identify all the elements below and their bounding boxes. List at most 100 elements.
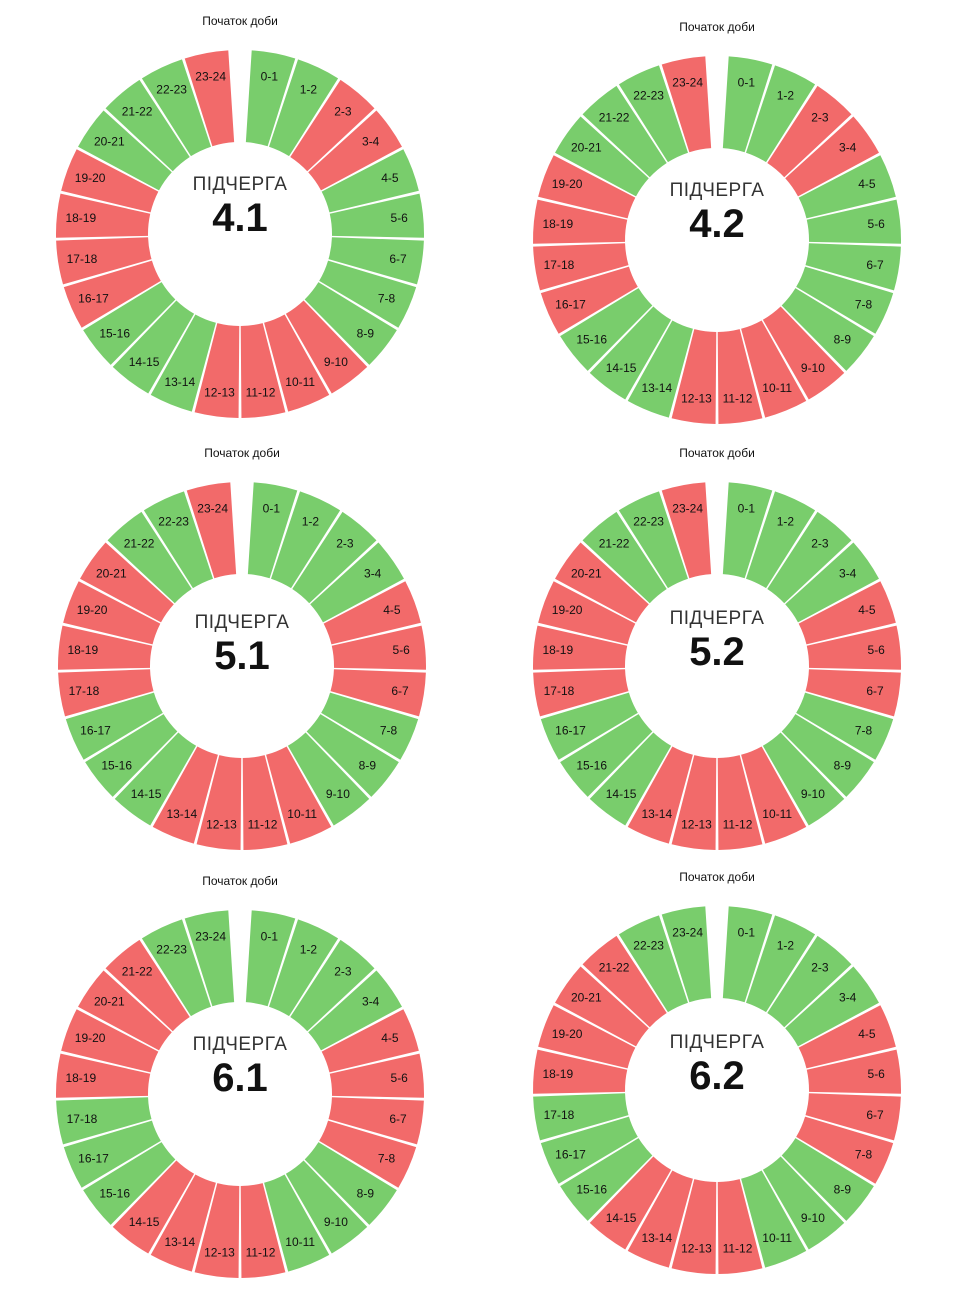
wheel-4-2: Початок доби 0-1 1-2 2-3 3-4 4-5 5-6 6-7 7-8 8-9… [517, 20, 917, 440]
group-label: ПІДЧЕРГА [669, 180, 765, 201]
hour-segment-13-14 [150, 314, 216, 412]
hour-label: 4-5 [858, 603, 876, 617]
hour-segment-14-15 [112, 300, 195, 394]
hour-segment-22-23 [143, 491, 213, 589]
hour-label: 19-20 [552, 177, 583, 191]
hour-segment-10-11 [264, 314, 330, 412]
hour-segment-15-16 [85, 714, 178, 797]
hour-segment-23-24 [661, 482, 712, 579]
hour-label: 13-14 [641, 381, 672, 395]
hour-label: 18-19 [65, 211, 96, 225]
hour-segment-4-5 [321, 1009, 419, 1073]
hour-label: 19-20 [552, 603, 583, 617]
wheel-4-1: Початок доби 0-1 1-2 2-3 3-4 4-5 5-6 6-7 7-8 8-9… [40, 14, 440, 434]
hour-label: 7-8 [378, 291, 396, 305]
hour-segment-10-11 [266, 746, 332, 844]
hour-label: 10-11 [762, 1231, 792, 1245]
hour-label: 13-14 [164, 375, 195, 389]
hour-label: 23-24 [195, 70, 226, 84]
hour-segment-14-15 [589, 1156, 672, 1250]
hour-label: 17-18 [544, 258, 575, 272]
hour-segment-15-16 [560, 1138, 653, 1221]
hour-segment-11-12 [242, 755, 288, 850]
hour-label: 14-15 [129, 355, 160, 369]
hour-segment-1-2 [746, 65, 816, 163]
hour-label: 14-15 [606, 361, 637, 375]
hour-label: 10-11 [285, 1235, 315, 1249]
hour-label: 3-4 [839, 567, 857, 581]
hour-label: 13-14 [166, 807, 197, 821]
hour-label: 8-9 [834, 758, 852, 772]
hour-label: 21-22 [124, 536, 155, 550]
hour-label: 23-24 [195, 930, 226, 944]
hour-segment-18-19 [533, 199, 628, 244]
hour-label: 0-1 [263, 502, 281, 516]
hour-segment-3-4 [308, 110, 402, 191]
hour-segment-21-22 [107, 511, 192, 604]
hour-segment-19-20 [538, 155, 636, 219]
hour-label: 21-22 [122, 964, 153, 978]
hour-label: 3-4 [839, 991, 857, 1005]
hour-label: 22-23 [156, 942, 187, 956]
hour-segment-8-9 [781, 288, 874, 371]
hour-segment-3-4 [310, 542, 404, 623]
wheel-6-1: Початок доби 0-1 1-2 2-3 3-4 4-5 5-6 6-7 7-8 8-9… [40, 874, 440, 1294]
hour-label: 13-14 [641, 1231, 672, 1245]
hour-segment-3-4 [308, 970, 402, 1051]
hour-segment-5-6 [329, 1053, 424, 1098]
hour-segment-18-19 [533, 625, 628, 670]
hour-segment-1-2 [746, 491, 816, 589]
hour-segment-8-9 [304, 1142, 397, 1225]
hour-segment-11-12 [717, 329, 763, 424]
hour-segment-17-18 [533, 243, 629, 291]
hour-label: 1-2 [777, 88, 795, 102]
hour-label: 3-4 [362, 995, 380, 1009]
hour-segment-1-2 [269, 919, 339, 1017]
hour-segment-20-21 [555, 116, 649, 197]
hour-segment-7-8 [319, 260, 417, 328]
group-label: ПІДЧЕРГА [194, 612, 290, 633]
hour-label: 3-4 [839, 141, 857, 155]
hour-label: 1-2 [777, 514, 795, 528]
hour-label: 8-9 [834, 332, 852, 346]
hour-label: 9-10 [801, 361, 825, 375]
hour-label: 4-5 [381, 171, 399, 185]
hour-label: 21-22 [599, 960, 630, 974]
hour-segment-12-13 [196, 755, 242, 850]
hour-segment-15-16 [83, 1142, 176, 1225]
group-label: ПІДЧЕРГА [669, 1032, 765, 1053]
hour-label: 0-1 [738, 926, 756, 940]
hour-segment-9-10 [285, 1160, 368, 1254]
hour-segment-12-13 [194, 1183, 240, 1278]
hour-label: 6-7 [866, 1108, 884, 1122]
hour-segment-7-8 [319, 1120, 417, 1188]
hour-segment-16-17 [63, 1120, 161, 1188]
hour-label: 5-6 [391, 1071, 409, 1085]
hour-label: 1-2 [777, 938, 795, 952]
hour-segment-16-17 [65, 692, 163, 760]
hour-segment-9-10 [762, 732, 845, 826]
day-start-label: Початок доби [679, 870, 755, 884]
hour-label: 2-3 [811, 536, 829, 550]
hour-label: 18-19 [542, 643, 573, 657]
hour-segment-16-17 [540, 1116, 638, 1184]
hour-segment-18-19 [58, 625, 153, 670]
hour-label: 4-5 [858, 1027, 876, 1041]
hour-ring: 0-1 1-2 2-3 3-4 4-5 5-6 6-7 7-8 8-9 9-10 10-11 11-1… [58, 482, 426, 850]
hour-ring: 0-1 1-2 2-3 3-4 4-5 5-6 6-7 7-8 8-9 9-10 10-11 11-1… [56, 910, 424, 1278]
hour-label: 10-11 [285, 375, 315, 389]
hour-label: 12-13 [681, 1242, 712, 1256]
hour-segment-5-6 [329, 193, 424, 238]
hour-segment-0-1 [245, 910, 296, 1007]
hour-label: 6-7 [389, 1112, 407, 1126]
hour-label: 10-11 [762, 381, 792, 395]
hour-label: 8-9 [834, 1182, 852, 1196]
hour-segment-5-6 [806, 199, 901, 244]
hour-label: 16-17 [555, 1147, 586, 1161]
group-number: 6.2 [689, 1054, 745, 1098]
hour-ring: 0-1 1-2 2-3 3-4 4-5 5-6 6-7 7-8 8-9 9-10 10-11 11-1… [533, 56, 901, 424]
hour-label: 16-17 [78, 1151, 109, 1165]
hour-segment-9-10 [285, 300, 368, 394]
hour-label: 5-6 [868, 1067, 886, 1081]
